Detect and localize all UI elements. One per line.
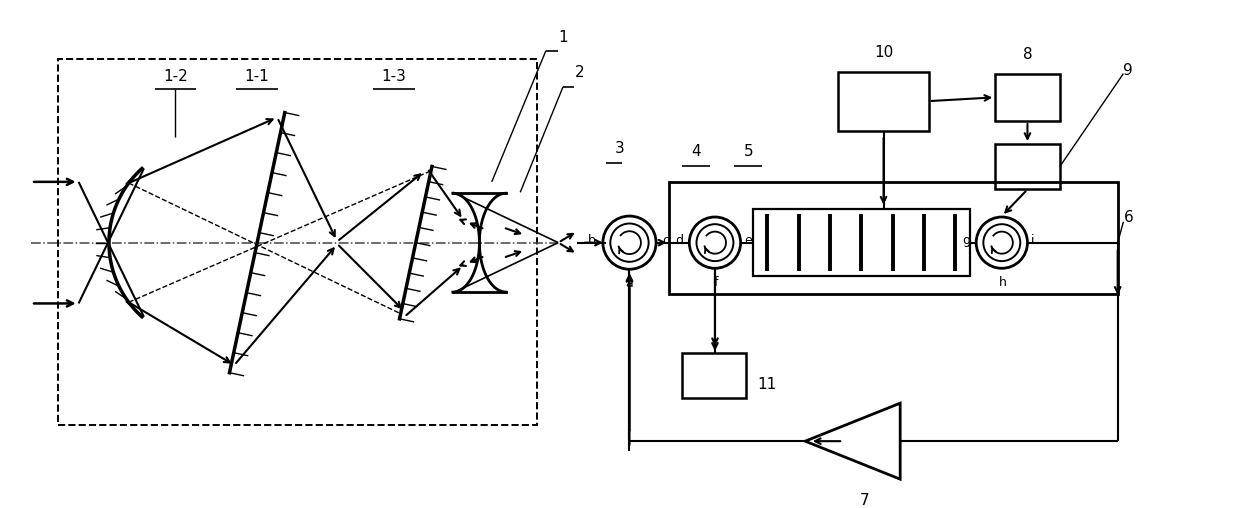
Bar (995, 74, 1059, 121)
Text: 1-1: 1-1 (245, 69, 270, 84)
Bar (58, 59, 538, 425)
Text: f: f (714, 276, 719, 289)
Text: a: a (626, 277, 633, 290)
Text: 10: 10 (873, 45, 893, 60)
Text: b: b (589, 234, 596, 247)
Text: 3: 3 (616, 141, 624, 156)
Text: 5: 5 (743, 144, 753, 159)
Bar (839, 72, 929, 131)
Text: d: d (675, 234, 684, 247)
Text: 8: 8 (1022, 47, 1032, 62)
Bar (669, 182, 1118, 294)
Text: i: i (1031, 234, 1035, 247)
Text: 2: 2 (575, 65, 584, 80)
Text: 9: 9 (1124, 63, 1134, 78)
Bar (681, 353, 746, 398)
Text: c: c (662, 234, 669, 247)
Text: g: g (963, 234, 970, 247)
Text: 1: 1 (559, 30, 567, 45)
Text: 4: 4 (691, 144, 701, 159)
Text: e: e (745, 234, 752, 247)
Bar (753, 209, 970, 276)
Text: h: h (999, 276, 1007, 289)
Text: 1-2: 1-2 (164, 69, 188, 84)
Text: 7: 7 (860, 493, 869, 508)
Text: 11: 11 (758, 377, 777, 392)
Text: 6: 6 (1124, 210, 1134, 226)
Text: 1-3: 1-3 (382, 69, 406, 84)
Bar (995, 144, 1059, 189)
